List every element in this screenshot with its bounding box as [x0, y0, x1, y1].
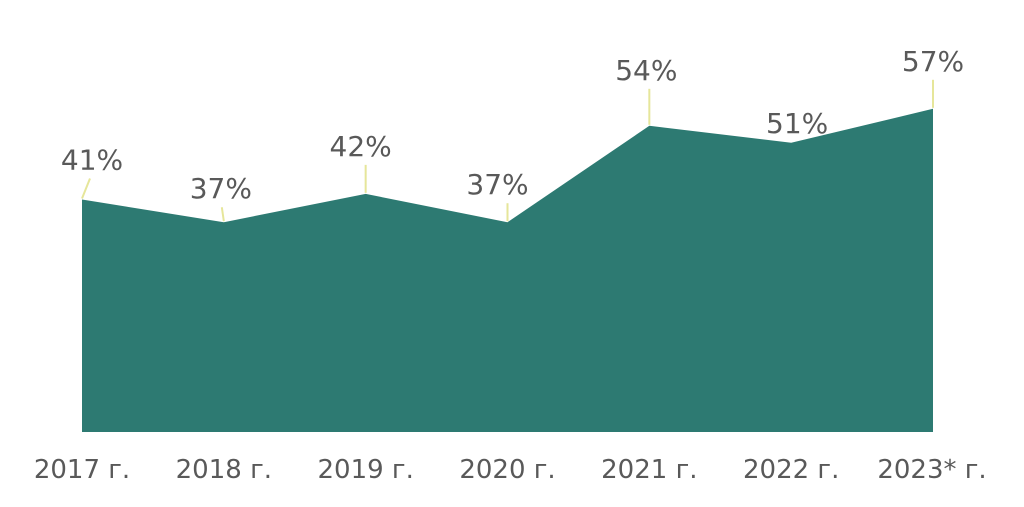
area-layer [82, 108, 933, 433]
x-tick-label: 2017 г. [34, 455, 130, 485]
data-label: 54% [615, 54, 677, 87]
data-label: 42% [330, 130, 392, 163]
x-tick-label: 2023* г. [877, 455, 986, 485]
x-tick-label: 2021 г. [601, 455, 697, 485]
x-axis-labels: 2017 г. 2018 г. 2019 г. 2020 г. 2021 г. 2022 … [34, 455, 987, 485]
x-tick-label: 2020 г. [459, 455, 555, 485]
leader-line [220, 207, 225, 222]
data-label: 41% [61, 144, 123, 177]
leader-line [81, 178, 91, 199]
x-tick-label: 2018 г. [176, 455, 272, 485]
leader-lines [81, 79, 934, 222]
data-label: 37% [190, 172, 252, 205]
x-tick-label: 2022 г. [743, 455, 839, 485]
x-tick-label: 2019 г. [317, 455, 413, 485]
data-label: 51% [766, 107, 828, 140]
data-labels: 41% 37% 42% 37% 54% 51% 57% [61, 45, 964, 205]
data-label: 37% [466, 168, 528, 201]
area-series [82, 108, 933, 433]
data-label: 57% [902, 45, 964, 78]
